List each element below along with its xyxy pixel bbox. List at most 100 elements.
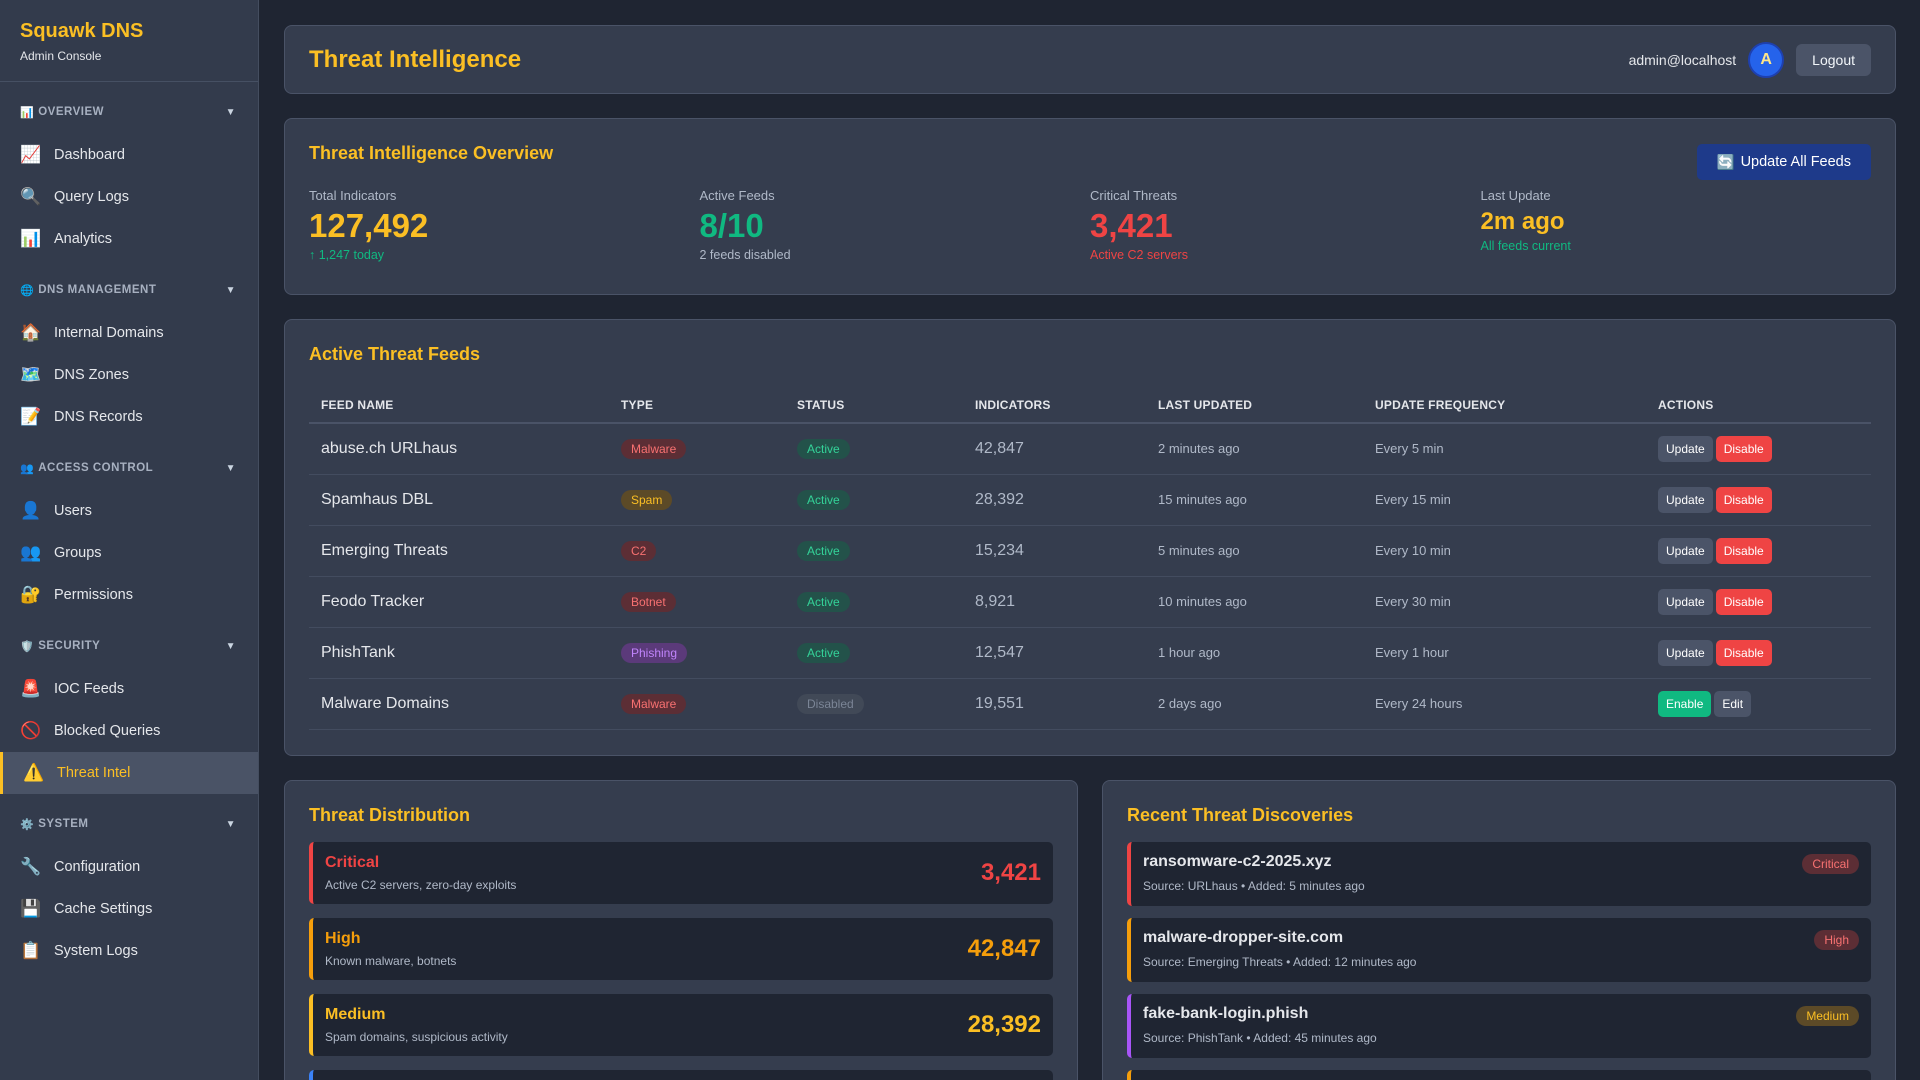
disable-button[interactable]: Disable	[1715, 639, 1772, 666]
severity-badge: Medium	[1796, 1006, 1859, 1026]
sidebar-item-icon: 🗺️	[20, 365, 42, 384]
feed-name: Feodo Tracker	[309, 576, 609, 628]
avatar[interactable]: A	[1748, 41, 1785, 78]
stat-critical-threats: Critical Threats 3,421 Active C2 servers	[1090, 188, 1481, 262]
update-button[interactable]: Update	[1658, 435, 1713, 462]
nav-section-security: 🛡️ SECURITY ▼ 🚨 IOC Feeds 🚫 Blocked Queries ⚠️ T…	[0, 624, 258, 794]
nav-section-system: ⚙️ SYSTEM ▼ 🔧 Configuration 💾 Cache Settings 📋 S…	[0, 802, 258, 972]
stat-value: 8/10	[699, 207, 764, 244]
table-row: Feodo Tracker Botnet Active 8,921 10 minutes…	[309, 576, 1871, 628]
sidebar-item-ioc-feeds[interactable]: 🚨 IOC Feeds	[0, 668, 258, 710]
disable-button[interactable]: Disable	[1715, 588, 1772, 615]
type-badge: Malware	[621, 438, 687, 459]
feed-type-cell: Malware	[609, 678, 785, 730]
actions-cell: Enable Edit	[1646, 678, 1871, 730]
sidebar-item-dns-zones[interactable]: 🗺️ DNS Zones	[0, 354, 258, 396]
table-body: abuse.ch URLhaus Malware Active 42,847 2 min…	[309, 423, 1871, 730]
status-badge: Active	[797, 540, 850, 561]
table-header-row: FEED NAME TYPE STATUS INDICATORS LAST UPDATE…	[309, 387, 1871, 424]
update-frequency: Every 15 min	[1363, 474, 1646, 526]
sidebar-item-configuration[interactable]: 🔧 Configuration	[0, 846, 258, 888]
section-label: SYSTEM	[38, 818, 89, 830]
disable-button[interactable]: Disable	[1715, 435, 1772, 462]
update-frequency: Every 30 min	[1363, 576, 1646, 628]
sidebar-item-icon: 👥	[20, 543, 42, 562]
nav-section-dns-management: 🌐 DNS MANAGEMENT ▼ 🏠 Internal Domains 🗺️ DNS Z…	[0, 268, 258, 438]
sidebar-item-icon: 🔧	[20, 857, 42, 876]
sidebar-item-system-logs[interactable]: 📋 System Logs	[0, 930, 258, 972]
discovery-item[interactable]	[1127, 1070, 1871, 1080]
section-header-overview[interactable]: 📊 OVERVIEW ▼	[0, 90, 258, 134]
update-all-feeds-button[interactable]: 🔄 Update All Feeds	[1696, 144, 1871, 180]
feed-status-cell: Active	[785, 627, 963, 679]
page-header: Threat Intelligence admin@localhost A Lo…	[284, 25, 1896, 94]
sidebar-item-groups[interactable]: 👥 Groups	[0, 532, 258, 574]
distribution-text: Critical Active C2 servers, zero-day expl…	[325, 854, 516, 892]
stat-value: 2m ago	[1480, 208, 1565, 235]
distribution-item-medium: Medium Spam domains, suspicious activity 2…	[309, 994, 1053, 1056]
status-badge: Active	[797, 642, 850, 663]
sidebar-item-icon: 📈	[20, 145, 42, 164]
brand-title[interactable]: Squawk DNS	[20, 20, 144, 42]
severity-description: Spam domains, suspicious activity	[325, 1030, 508, 1044]
nav-section-overview: 📊 OVERVIEW ▼ 📈 Dashboard 🔍 Query Logs 📊 Analytic…	[0, 90, 258, 260]
sidebar-item-analytics[interactable]: 📊 Analytics	[0, 218, 258, 260]
severity-count: 42,847	[967, 935, 1041, 962]
section-header-security[interactable]: 🛡️ SECURITY ▼	[0, 624, 258, 668]
sidebar-item-icon: 📝	[20, 407, 42, 426]
last-updated: 10 minutes ago	[1146, 576, 1363, 628]
stat-label: Last Update	[1480, 188, 1551, 203]
discovery-item[interactable]: malware-dropper-site.com Source: Emerging…	[1127, 918, 1871, 982]
disable-button[interactable]: Disable	[1715, 537, 1772, 564]
sidebar-item-blocked-queries[interactable]: 🚫 Blocked Queries	[0, 710, 258, 752]
type-badge: Botnet	[621, 591, 676, 612]
sidebar-item-query-logs[interactable]: 🔍 Query Logs	[0, 176, 258, 218]
logout-button[interactable]: Logout	[1796, 43, 1871, 76]
sidebar-item-threat-intel[interactable]: ⚠️ Threat Intel	[0, 752, 258, 794]
section-label: DNS MANAGEMENT	[38, 284, 157, 296]
feed-status-cell: Active	[785, 423, 963, 475]
feed-type-cell: Phishing	[609, 627, 785, 679]
discoveries-title: Recent Threat Discoveries	[1127, 805, 1354, 825]
sidebar-item-dns-records[interactable]: 📝 DNS Records	[0, 396, 258, 438]
type-badge: Malware	[621, 693, 687, 714]
user-email: admin@localhost	[1628, 51, 1737, 68]
sidebar-item-dashboard[interactable]: 📈 Dashboard	[0, 134, 258, 176]
chevron-down-icon: ▼	[225, 106, 236, 118]
feed-name: Emerging Threats	[309, 525, 609, 577]
sidebar-item-internal-domains[interactable]: 🏠 Internal Domains	[0, 312, 258, 354]
feed-type-cell: C2	[609, 525, 785, 577]
sidebar-item-icon: 🏠	[20, 323, 42, 342]
update-button[interactable]: Update	[1658, 537, 1713, 564]
sidebar-item-users[interactable]: 👤 Users	[0, 490, 258, 532]
overview-card: Threat Intelligence Overview 🔄 Update Al…	[284, 118, 1896, 295]
feed-name: Spamhaus DBL	[309, 474, 609, 526]
update-button[interactable]: Update	[1658, 588, 1713, 615]
column-header-type: TYPE	[609, 387, 785, 424]
type-badge: C2	[621, 540, 657, 561]
overview-title: Threat Intelligence Overview	[309, 143, 554, 163]
section-header-access-control[interactable]: 👥 ACCESS CONTROL ▼	[0, 446, 258, 490]
chevron-down-icon: ▼	[225, 462, 236, 474]
update-button[interactable]: Update	[1658, 639, 1713, 666]
brand: Squawk DNS Admin Console	[0, 0, 258, 82]
sidebar-item-permissions[interactable]: 🔐 Permissions	[0, 574, 258, 616]
sidebar-item-cache-settings[interactable]: 💾 Cache Settings	[0, 888, 258, 930]
distribution-text: High Known malware, botnets	[325, 930, 456, 968]
update-button[interactable]: Update	[1658, 486, 1713, 513]
sidebar-item-label: Configuration	[54, 859, 141, 875]
distribution-text: Medium Spam domains, suspicious activity	[325, 1006, 508, 1044]
section-header-system[interactable]: ⚙️ SYSTEM ▼	[0, 802, 258, 846]
discovery-item[interactable]: ransomware-c2-2025.xyz Source: URLhaus • …	[1127, 842, 1871, 906]
section-header-dns-management[interactable]: 🌐 DNS MANAGEMENT ▼	[0, 268, 258, 312]
enable-button[interactable]: Enable	[1658, 690, 1712, 717]
disable-button[interactable]: Disable	[1715, 486, 1772, 513]
stat-value: 3,421	[1090, 207, 1173, 244]
sidebar-item-icon: ⚠️	[23, 763, 45, 782]
edit-button[interactable]: Edit	[1714, 690, 1752, 717]
severity-badge: High	[1814, 930, 1859, 950]
stat-total-indicators: Total Indicators 127,492 ↑ 1,247 today	[309, 188, 700, 262]
severity-description: Active C2 servers, zero-day exploits	[325, 878, 517, 892]
severity-description: Known malware, botnets	[325, 954, 457, 968]
discovery-item[interactable]: fake-bank-login.phish Source: PhishTank •…	[1127, 994, 1871, 1058]
